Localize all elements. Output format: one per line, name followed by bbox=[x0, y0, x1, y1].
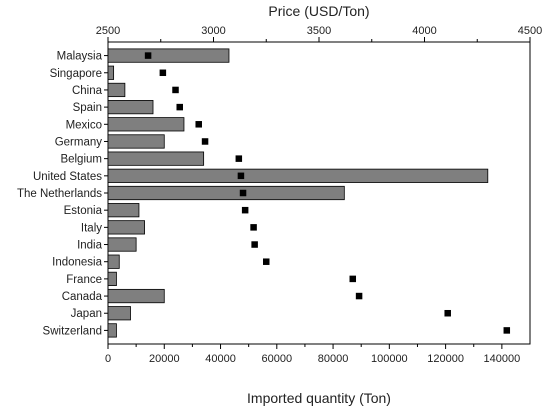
category-label: Estonia bbox=[64, 205, 103, 217]
category-label: Mexico bbox=[66, 119, 102, 131]
bottom-tick-label: 20000 bbox=[149, 353, 180, 365]
category-label: The Netherlands bbox=[17, 188, 102, 200]
price-marker bbox=[251, 241, 258, 248]
bottom-tick-label: 60000 bbox=[262, 353, 293, 365]
category-label: Italy bbox=[81, 222, 102, 234]
price-marker bbox=[176, 103, 183, 111]
price-marker bbox=[235, 155, 243, 162]
quantity-bar bbox=[107, 117, 185, 132]
top-tick-label: 4500 bbox=[518, 25, 542, 37]
price-marker bbox=[349, 275, 357, 283]
price-point-layer bbox=[144, 52, 511, 334]
quantity-bar bbox=[107, 271, 117, 286]
category-label: Switzerland bbox=[43, 325, 102, 337]
category-label: Germany bbox=[55, 136, 103, 148]
quantity-bar bbox=[107, 237, 137, 252]
category-label: United States bbox=[33, 171, 102, 183]
price-marker bbox=[263, 258, 270, 265]
price-marker bbox=[201, 138, 209, 145]
quantity-bar bbox=[107, 134, 165, 149]
price-marker bbox=[239, 189, 247, 197]
price-marker bbox=[237, 172, 245, 180]
price-marker bbox=[503, 327, 511, 334]
price-marker bbox=[195, 121, 202, 128]
bottom-tick-label: 100000 bbox=[371, 353, 408, 365]
category-label: China bbox=[72, 85, 103, 97]
price-marker bbox=[144, 52, 152, 59]
category-label: Belgium bbox=[60, 154, 102, 166]
quantity-bar bbox=[107, 306, 131, 321]
category-label: India bbox=[77, 240, 103, 252]
quantity-bar bbox=[107, 185, 345, 201]
bottom-tick-label: 40000 bbox=[205, 353, 236, 365]
category-label-layer: Malaysia Singapore China Spain Mexico Germany… bbox=[17, 51, 108, 337]
bottom-axis-title: Imported quantity (Ton) bbox=[247, 390, 391, 406]
top-tick-label: 3500 bbox=[307, 25, 331, 37]
category-label: Indonesia bbox=[52, 257, 102, 269]
bottom-tick-label: 0 bbox=[105, 353, 111, 365]
bottom-tick-label: 120000 bbox=[427, 353, 464, 365]
category-label: Japan bbox=[71, 308, 102, 320]
price-marker bbox=[444, 309, 451, 317]
quantity-bar bbox=[107, 323, 117, 338]
quantity-bar bbox=[107, 151, 205, 166]
top-tick-label: 3000 bbox=[201, 25, 225, 37]
bottom-axis: 0 20000 40000 60000 80000 100000 120000 140000 bbox=[105, 344, 520, 365]
quantity-bar bbox=[107, 220, 145, 235]
top-tick-label: 2500 bbox=[96, 25, 120, 37]
price-marker bbox=[241, 206, 249, 214]
price-marker bbox=[159, 69, 167, 77]
bottom-tick-label: 80000 bbox=[318, 353, 349, 365]
category-label: France bbox=[66, 274, 102, 286]
category-label: Singapore bbox=[50, 68, 102, 80]
bar-layer bbox=[107, 48, 489, 338]
top-tick-label: 4000 bbox=[412, 25, 436, 37]
price-marker bbox=[250, 224, 257, 231]
category-label: Spain bbox=[73, 102, 102, 114]
quantity-bar bbox=[107, 203, 140, 218]
price-marker bbox=[172, 86, 179, 94]
quantity-bar bbox=[107, 82, 126, 98]
quantity-bar bbox=[107, 48, 230, 63]
quantity-bar bbox=[107, 254, 120, 269]
top-axis: 2500 3000 3500 4000 4500 bbox=[96, 25, 542, 42]
category-label: Canada bbox=[62, 291, 103, 303]
price-marker bbox=[355, 292, 363, 300]
quantity-bar bbox=[107, 100, 154, 115]
top-axis-title: Price (USD/Ton) bbox=[268, 3, 369, 19]
quantity-bar bbox=[107, 168, 489, 183]
quantity-bar bbox=[107, 288, 165, 304]
bottom-tick-label: 140000 bbox=[484, 353, 521, 365]
quantity-bar bbox=[107, 65, 115, 80]
category-label: Malaysia bbox=[57, 51, 103, 63]
